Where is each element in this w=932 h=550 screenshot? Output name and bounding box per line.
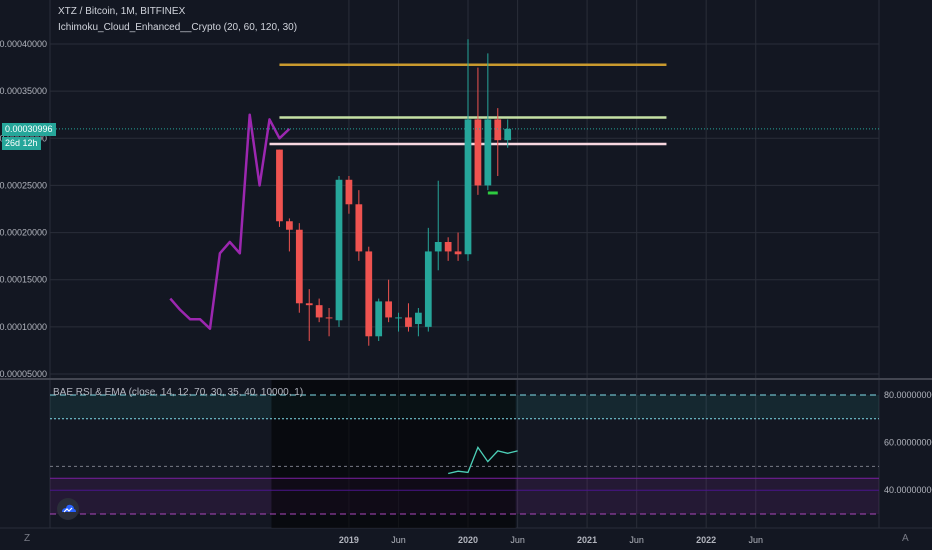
candle-body: [286, 221, 293, 230]
candle-body: [355, 204, 363, 252]
indicator-title: Ichimoku_Cloud_Enhanced__Crypto (20, 60,…: [58, 22, 298, 33]
candle-body: [464, 119, 472, 255]
candle: [484, 53, 492, 191]
time-tick-label: 2020: [458, 535, 478, 545]
price-tick-label: 0.00025000: [0, 180, 47, 190]
candle-body: [494, 119, 502, 141]
timezone-button[interactable]: Z: [24, 533, 31, 544]
rsi-line: [448, 446, 518, 475]
candle: [335, 176, 343, 327]
candle: [424, 227, 432, 332]
candle: [504, 119, 512, 148]
rsi-highlight-range: [271, 380, 516, 528]
bar-countdown-tag: 26d 12h: [2, 137, 41, 150]
candle: [305, 289, 313, 341]
candle-body: [276, 149, 283, 222]
candle: [494, 108, 502, 176]
time-tick-label: Jun: [629, 535, 644, 545]
candle-body: [365, 251, 373, 337]
rsi-title: BAE RSI & EMA (close, 14, 12, 70, 30, 35…: [53, 387, 304, 398]
price-axis[interactable]: 0.000400000.000350000.000300000.00025000…: [0, 39, 47, 379]
price-tick-label: 0.00005000: [0, 369, 47, 379]
candle: [454, 232, 462, 261]
time-axis[interactable]: 2019 Jun 2020 Jun 2021 Jun 2022 Jun: [339, 535, 763, 545]
candle-body: [484, 119, 492, 186]
rsi-axis[interactable]: 80.00000000 60.00000000 40.00000000: [884, 390, 932, 495]
candle-body: [474, 119, 482, 186]
candle-body: [395, 317, 402, 319]
rsi-tick-label: 80.00000000: [884, 390, 932, 400]
candle: [444, 237, 452, 261]
candle: [295, 223, 303, 313]
candle: [315, 298, 323, 323]
candle: [415, 308, 422, 337]
rsi-level-lines: [50, 394, 879, 515]
candle: [395, 312, 402, 332]
candle-body: [424, 251, 432, 327]
price-tick-label: 0.00015000: [0, 275, 47, 285]
current-price-tag: 0.00030996: [2, 123, 56, 136]
candle: [385, 279, 392, 323]
candle-body: [405, 317, 412, 327]
time-tick-label: Jun: [391, 535, 406, 545]
candle: [474, 67, 482, 195]
candle: [365, 246, 373, 346]
candle-body: [504, 128, 512, 141]
price-tick-label: 0.00040000: [0, 39, 47, 49]
purple-line-series: [169, 113, 291, 330]
time-tick-label: Jun: [510, 535, 525, 545]
candle: [434, 180, 442, 271]
time-tick-label: 2022: [696, 535, 716, 545]
rsi-series: [448, 446, 518, 475]
price-tick-label: 0.00010000: [0, 322, 47, 332]
candle-body: [444, 242, 452, 252]
candle: [345, 176, 353, 214]
candle: [355, 190, 363, 261]
candle: [375, 298, 383, 341]
candle-body: [434, 242, 442, 252]
price-tick-label: 0.00035000: [0, 86, 47, 96]
candle-body: [375, 301, 383, 337]
candle-body: [385, 301, 392, 318]
time-tick-label: 2021: [577, 535, 597, 545]
candle: [325, 308, 333, 337]
symbol-title: XTZ / Bitcoin, 1M, BITFINEX: [58, 6, 186, 17]
tradingview-logo: [57, 498, 79, 520]
candle: [405, 303, 412, 332]
candle: [276, 149, 283, 227]
candle-body: [305, 303, 313, 306]
price-tick-label: 0.00020000: [0, 228, 47, 238]
rsi-tick-label: 60.00000000: [884, 438, 932, 448]
rsi-tick-label: 40.00000000: [884, 485, 932, 495]
candle: [286, 218, 293, 252]
auto-scale-button[interactable]: A: [902, 533, 909, 544]
candle-body: [345, 179, 353, 205]
time-tick-label: 2019: [339, 535, 359, 545]
candlestick-series: [276, 39, 512, 346]
time-tick-label: Jun: [749, 535, 764, 545]
candle-body: [454, 251, 462, 255]
candle-body: [415, 312, 422, 325]
candle: [464, 39, 472, 261]
candle-body: [325, 317, 333, 319]
candle-body: [335, 179, 343, 321]
cloud-icon: [62, 504, 76, 513]
candle-body: [315, 305, 323, 318]
candle-body: [295, 229, 303, 304]
purple-line: [169, 113, 291, 330]
